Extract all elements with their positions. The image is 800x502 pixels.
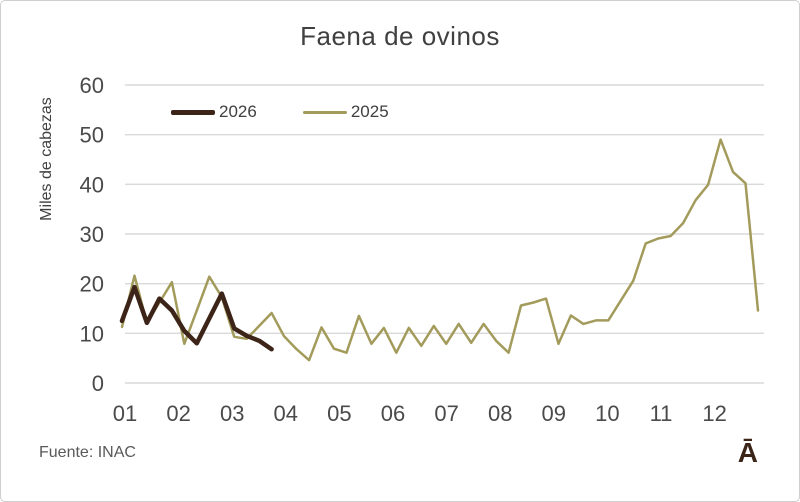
y-tick-label-60: 60 (80, 73, 104, 98)
legend-swatch-2025 (302, 110, 347, 114)
legend-label-2026: 2026 (219, 102, 257, 121)
y-tick-label-0: 0 (92, 371, 104, 396)
legend-label-2025: 2025 (350, 102, 389, 121)
watermark-letter: Ā (737, 437, 758, 468)
source-note: Fuente: INAC (39, 444, 136, 461)
x-tick-label-05: 05 (327, 401, 351, 426)
legend-item-2026: 2026 (171, 102, 257, 122)
x-tick-label-10: 10 (595, 401, 619, 426)
x-tick-label-07: 07 (434, 401, 458, 426)
x-tick-label-09: 09 (542, 401, 566, 426)
y-tick-label-10: 10 (80, 321, 104, 346)
x-tick-label-01: 01 (113, 401, 137, 426)
x-tick-label-12: 12 (702, 401, 726, 426)
x-tick-label-08: 08 (488, 401, 512, 426)
x-tick-label-04: 04 (274, 401, 298, 426)
chart-title: Faena de ovinos (300, 21, 500, 51)
series-line-2025 (120, 138, 760, 362)
series-line-2026 (119, 284, 274, 352)
x-tick-label-06: 06 (381, 401, 405, 426)
x-tick-label-03: 03 (220, 401, 244, 426)
y-tick-label-50: 50 (80, 123, 104, 148)
x-tick-label-11: 11 (650, 401, 673, 426)
legend-item-2025: 2025 (302, 102, 389, 122)
legend: 2026 2025 (171, 102, 389, 122)
y-tick-label-20: 20 (80, 272, 104, 297)
x-tick-label-02: 02 (166, 401, 190, 426)
legend-swatch-2026 (171, 109, 215, 115)
y-tick-label-40: 40 (80, 172, 104, 197)
y-tick-label-30: 30 (80, 222, 104, 247)
